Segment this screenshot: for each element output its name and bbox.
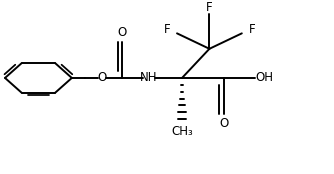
Text: OH: OH [256, 72, 274, 84]
Text: F: F [164, 23, 170, 35]
Text: O: O [97, 72, 107, 84]
Text: NH: NH [140, 72, 157, 84]
Text: O: O [117, 26, 127, 39]
Text: O: O [219, 117, 228, 130]
Text: F: F [206, 1, 213, 14]
Text: CH₃: CH₃ [171, 125, 193, 138]
Text: F: F [248, 23, 255, 35]
